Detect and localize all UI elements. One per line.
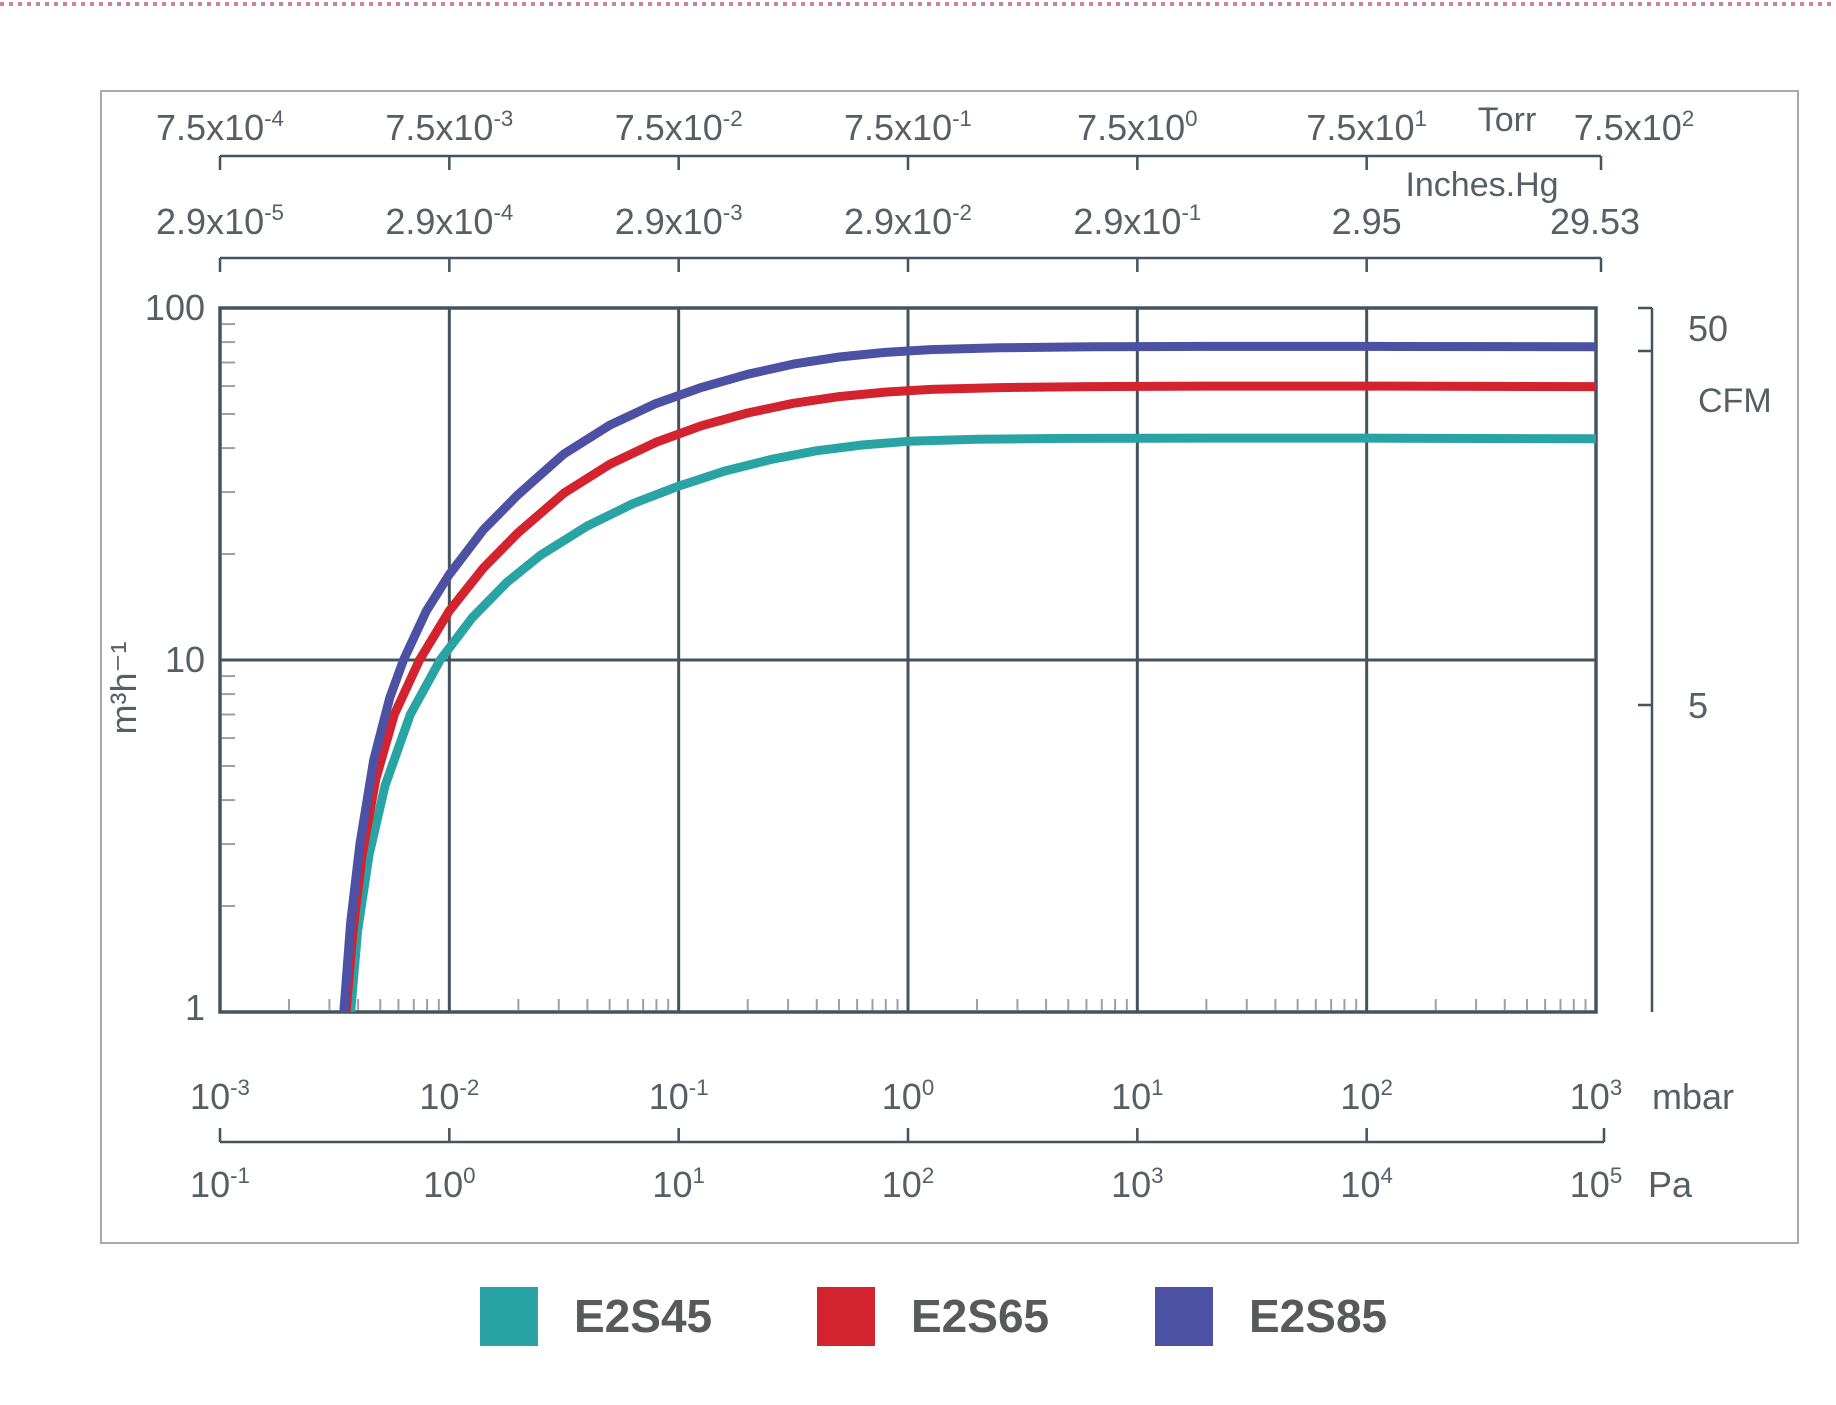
pa-unit-label: Pa [1648, 1164, 1693, 1205]
inches-hg-axis-label: 2.9x10-2 [844, 199, 972, 242]
mbar-axis-label: 100 [881, 1074, 935, 1117]
torr-axis-label: 7.5x102 [1573, 105, 1695, 148]
curve-e2s45 [346, 433, 1596, 1012]
legend-swatch-e2s85 [1155, 1286, 1213, 1346]
torr-axis-label: 7.5x100 [1077, 105, 1198, 148]
top-dotted-rule [0, 2, 1836, 6]
cfm-axis-label: 50 [1688, 308, 1729, 349]
pa-axis-label: 101 [652, 1162, 705, 1205]
legend-item-e2s85: E2S85 [1155, 1286, 1387, 1346]
curve-e2s85 [339, 341, 1596, 1012]
y-left-axis-label: 1 [184, 987, 205, 1028]
inches-hg-axis-label: 2.9x10-3 [614, 199, 743, 242]
y-left-axis-label: 100 [144, 287, 205, 328]
legend-item-e2s45: E2S45 [480, 1286, 712, 1346]
mbar-axis-label: 102 [1340, 1074, 1393, 1117]
legend-label-e2s85: E2S85 [1249, 1290, 1388, 1342]
cfm-axis-label: 5 [1688, 685, 1709, 726]
curve-e2s65 [341, 381, 1596, 1012]
pa-axis-label: 100 [423, 1162, 476, 1205]
inches-hg-axis-label: 2.95 [1331, 201, 1402, 242]
y-left-axis-label: 10 [164, 639, 205, 680]
pa-axis-label: 103 [1111, 1162, 1164, 1205]
legend-swatch-e2s65 [817, 1286, 875, 1346]
mbar-unit-label: mbar [1652, 1076, 1735, 1117]
torr-axis-label: 7.5x10-4 [156, 105, 284, 148]
pa-axis-label: 10-1 [190, 1162, 250, 1205]
mbar-axis-label: 101 [1111, 1074, 1164, 1117]
mbar-axis-label: 10-2 [419, 1074, 480, 1117]
pa-axis-label: 105 [1569, 1162, 1623, 1205]
m3h-unit-label: m³h⁻¹ [103, 641, 144, 735]
legend-label-e2s45: E2S45 [574, 1290, 713, 1342]
legend-swatch-e2s45 [480, 1286, 538, 1346]
pa-axis-label: 104 [1340, 1162, 1393, 1205]
inches-hg-axis-label: 2.9x10-4 [385, 199, 514, 242]
pa-axis-label: 102 [881, 1162, 935, 1205]
mbar-axis-label: 10-1 [648, 1074, 709, 1117]
torr-axis-label: 7.5x101 [1306, 105, 1427, 148]
torr-unit-label: Torr [1477, 101, 1537, 139]
mbar-axis-label: 103 [1569, 1074, 1623, 1117]
legend-label-e2s65: E2S65 [911, 1290, 1050, 1342]
torr-axis-label: 7.5x10-3 [385, 105, 514, 148]
inches-hg-unit-label: Inches.Hg [1405, 166, 1559, 204]
torr-axis-label: 7.5x10-1 [844, 105, 972, 148]
inches-hg-axis-label: 2.9x10-1 [1073, 199, 1202, 242]
inches-hg-axis-label: 29.53 [1549, 201, 1641, 242]
mbar-axis-label: 10-3 [190, 1074, 250, 1117]
torr-axis-label: 7.5x10-2 [614, 105, 743, 148]
cfm-unit-label: CFM [1698, 382, 1772, 420]
inches-hg-axis-label: 2.9x10-5 [156, 199, 284, 242]
chart-frame [100, 90, 1799, 1244]
legend-item-e2s65: E2S65 [817, 1286, 1049, 1346]
